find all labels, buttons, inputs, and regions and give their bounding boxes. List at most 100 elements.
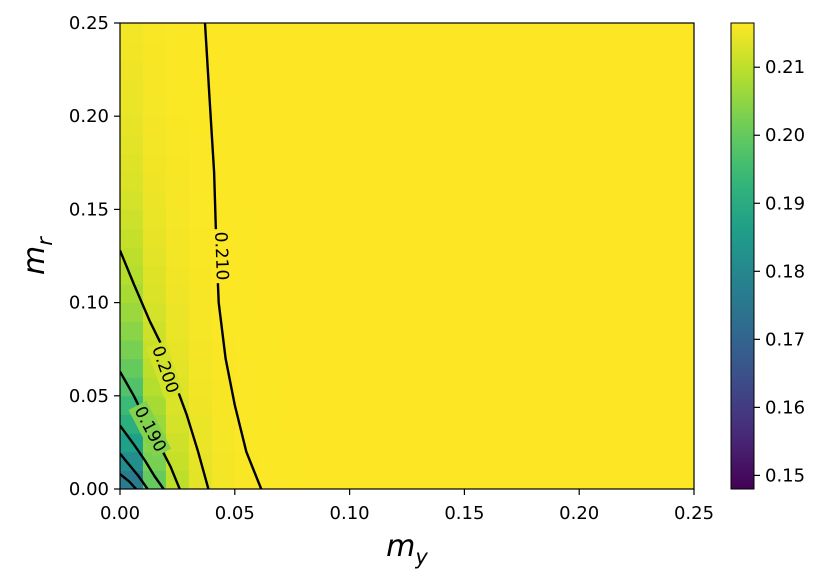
heatmap-cell: [165, 172, 190, 192]
heatmap-cell: [395, 470, 420, 489]
heatmap-cell: [257, 190, 282, 210]
heatmap-cell: [142, 153, 167, 173]
heatmap-cell: [303, 302, 328, 322]
heatmap-cell: [671, 209, 694, 229]
heatmap-cell: [165, 470, 190, 489]
heatmap-cell: [579, 172, 603, 192]
heatmap-cell: [188, 321, 213, 341]
heatmap-cell: [487, 339, 511, 360]
heatmap-cell: [671, 302, 694, 322]
heatmap-cell: [533, 339, 557, 360]
heatmap-cell: [556, 246, 580, 266]
heatmap-cell: [510, 470, 534, 489]
heatmap-cell: [303, 433, 328, 453]
heatmap-cell: [602, 228, 626, 248]
heatmap-cell: [211, 283, 236, 304]
heatmap-cell: [533, 190, 557, 210]
heatmap-cell: [303, 377, 328, 397]
heatmap-cell: [349, 78, 374, 99]
heatmap-cell: [556, 358, 580, 378]
heatmap-cell: [280, 414, 305, 434]
heatmap-cell: [326, 246, 351, 266]
heatmap-cell: [326, 97, 351, 117]
heatmap-cell: [487, 283, 511, 304]
heatmap-cell: [556, 228, 580, 248]
heatmap-cell: [441, 358, 465, 378]
heatmap-cell: [120, 172, 144, 192]
heatmap-cell: [625, 116, 649, 136]
heatmap-cell: [464, 153, 488, 173]
heatmap-cell: [464, 283, 488, 304]
heatmap-cell: [303, 321, 328, 341]
heatmap-cell: [280, 190, 305, 210]
heatmap-cell: [648, 116, 672, 136]
heatmap-cell: [188, 41, 213, 61]
heatmap-cell: [602, 134, 626, 155]
heatmap-cell: [671, 358, 694, 378]
heatmap-cell: [188, 134, 213, 155]
heatmap-cell: [441, 302, 465, 322]
heatmap-cell: [556, 451, 580, 471]
heatmap-cell: [625, 209, 649, 229]
heatmap-cell: [326, 283, 351, 304]
heatmap-cell: [671, 246, 694, 266]
heatmap-cell: [418, 302, 443, 322]
heatmap-cell: [372, 172, 397, 192]
heatmap-cell: [211, 395, 236, 416]
heatmap-cell: [165, 209, 190, 229]
heatmap-cell: [625, 395, 649, 416]
heatmap-cell: [395, 433, 420, 453]
heatmap-cell: [326, 302, 351, 322]
heatmap-cell: [280, 470, 305, 489]
heatmap-cell: [372, 23, 397, 43]
heatmap-cell: [188, 23, 213, 43]
heatmap-cell: [188, 395, 213, 416]
heatmap-cell: [165, 190, 190, 210]
heatmap-cell: [303, 228, 328, 248]
contour-line: [120, 424, 165, 489]
heatmap-cell: [234, 23, 259, 43]
heatmap-cell: [464, 41, 488, 61]
contour-line: [120, 452, 149, 489]
heatmap-cell: [257, 395, 282, 416]
heatmap-cell: [372, 134, 397, 155]
heatmap-cell: [211, 78, 236, 99]
heatmap-cell: [648, 41, 672, 61]
heatmap-cell: [234, 321, 259, 341]
x-axis-label: my: [386, 529, 428, 569]
heatmap-cells: [120, 23, 694, 489]
heatmap-cell: [579, 246, 603, 266]
heatmap-cell: [510, 172, 534, 192]
heatmap-cell: [257, 470, 282, 489]
heatmap-cell: [257, 246, 282, 266]
heatmap-cell: [165, 228, 190, 248]
heatmap-cell: [441, 377, 465, 397]
heatmap-cell: [510, 283, 534, 304]
colorbar-fill: [731, 23, 754, 489]
heatmap-cell: [556, 470, 580, 489]
heatmap-cell: [625, 190, 649, 210]
contour-line: [203, 23, 263, 489]
heatmap-cell: [510, 395, 534, 416]
heatmap-cell: [372, 377, 397, 397]
heatmap-cell: [556, 339, 580, 360]
heatmap-cell: [648, 283, 672, 304]
heatmap-cell: [510, 23, 534, 43]
heatmap-cell: [556, 97, 580, 117]
heatmap-cell: [533, 451, 557, 471]
heatmap-cell: [349, 153, 374, 173]
heatmap-cell: [556, 395, 580, 416]
heatmap-cell: [648, 395, 672, 416]
heatmap-cell: [120, 78, 144, 99]
heatmap-cell: [648, 470, 672, 489]
heatmap-cell: [120, 209, 144, 229]
heatmap-cell: [418, 209, 443, 229]
heatmap-cell: [418, 377, 443, 397]
heatmap-cell: [142, 78, 167, 99]
heatmap-cell: [579, 339, 603, 360]
heatmap-cell: [211, 172, 236, 192]
heatmap-cell: [211, 97, 236, 117]
heatmap-cell: [579, 433, 603, 453]
heatmap-cell: [188, 377, 213, 397]
heatmap-cell: [234, 190, 259, 210]
